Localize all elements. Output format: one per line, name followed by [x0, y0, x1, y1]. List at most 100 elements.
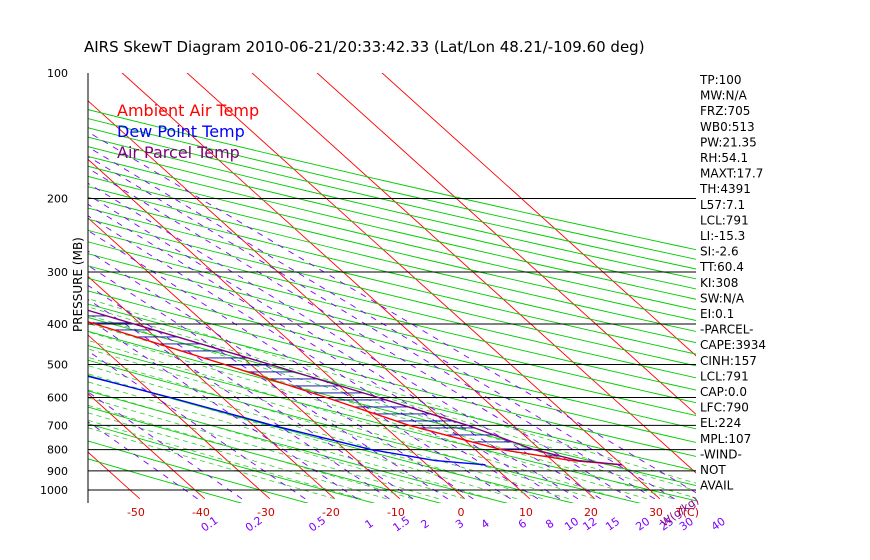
pressure-tick-label: 700 — [47, 419, 68, 432]
mixing-ratio-line — [88, 215, 539, 500]
stat-entry: NOT — [700, 463, 726, 477]
legend-entry: Ambient Air Temp — [117, 101, 259, 120]
stat-entry: EL:224 — [700, 416, 741, 430]
bottom-temp-tick-label: 10 — [519, 506, 533, 519]
isotherm-line — [186, 73, 661, 500]
legend-entry: Air Parcel Temp — [117, 143, 240, 162]
dry-adiabat-line — [88, 218, 696, 367]
dry-adiabat-line — [88, 196, 696, 344]
series-line-dew-point-temp — [88, 375, 486, 466]
stat-entry: MAXT:17.7 — [700, 167, 763, 181]
dry-adiabat-line — [88, 127, 696, 270]
isotherm-line — [316, 73, 696, 415]
dry-adiabat-line — [88, 406, 442, 503]
dry-adiabat-line — [88, 155, 696, 300]
isotherm-line — [88, 392, 206, 500]
moist-adiabat-line — [88, 306, 696, 491]
stat-entry: TT:60.4 — [699, 260, 744, 274]
stat-entry: MW:N/A — [700, 89, 748, 103]
stat-entry: -PARCEL- — [700, 323, 754, 337]
dry-adiabat-line — [88, 229, 696, 379]
mixing-ratio-tick-label: 40 — [709, 515, 728, 534]
moist-adiabat-line — [88, 323, 673, 500]
stat-entry: EI:0.1 — [700, 307, 734, 321]
isotherm-line — [381, 73, 696, 357]
isotherm-line — [251, 73, 696, 474]
mixing-ratio-line — [88, 167, 632, 500]
mixing-ratio-line — [88, 264, 448, 500]
moist-adiabat-line — [88, 389, 465, 500]
stat-entry: LCL:791 — [700, 213, 749, 227]
bottom-temp-tick-label: 30 — [649, 506, 663, 519]
isotherm-line — [88, 100, 531, 500]
pressure-tick-label: 600 — [47, 391, 68, 404]
stat-entry: PW:21.35 — [700, 135, 757, 149]
stat-entry: MPL:107 — [700, 432, 751, 446]
legend: Ambient Air Temp Dew Point Temp Air Parcel… — [117, 101, 259, 162]
bottom-temp-tick-labels: -50 -40 -30 -20 -10 0 10 20 30 — [127, 506, 663, 519]
isotherm-line — [121, 73, 596, 500]
mixing-ratio-tick-label: 15 — [603, 515, 622, 534]
mixing-ratio-tick-label: 6 — [516, 517, 529, 532]
stat-entry: FRZ:705 — [700, 104, 750, 118]
isotherm-line — [88, 158, 466, 500]
mixing-ratio-tick-label: 10 — [562, 515, 581, 534]
mixing-ratio-tick-label: 1 — [363, 517, 376, 532]
pressure-tick-label: 1000 — [40, 484, 68, 497]
bottom-temp-tick-label: -10 — [387, 506, 405, 519]
mixing-ratio-line — [88, 203, 560, 500]
dry-adiabat-line — [88, 146, 696, 290]
mixing-ratio-tick-label: 2 — [419, 517, 432, 532]
stat-entry: CAP:0.0 — [700, 385, 747, 399]
stat-entry: SW:N/A — [700, 291, 745, 305]
bottom-temp-tick-label: -50 — [127, 506, 145, 519]
mixing-ratio-tick-label: 3 — [453, 517, 466, 532]
dry-adiabat-line — [88, 440, 309, 503]
pressure-tick-label: 200 — [47, 193, 68, 206]
stat-entry: SI:-2.6 — [700, 245, 739, 259]
bottom-temp-tick-label: 0 — [457, 506, 464, 519]
dry-adiabat-line — [88, 175, 696, 321]
mixing-ratio-tick-label: 4 — [479, 517, 492, 532]
mixing-ratio-line — [88, 230, 511, 500]
stat-entry: LI:-15.3 — [700, 229, 745, 243]
bottom-temp-tick-label: -20 — [322, 506, 340, 519]
stat-entry: KI:308 — [700, 276, 738, 290]
stat-entry: AVAIL — [700, 479, 734, 493]
mixing-ratio-line — [88, 146, 675, 500]
isotherm-line — [88, 451, 141, 500]
stat-entry: L57:7.1 — [700, 198, 745, 212]
isotherm-line — [0, 54, 10, 499]
pressure-tick-label: 300 — [47, 266, 68, 279]
mixing-ratio-line — [88, 131, 696, 494]
dry-adiabat-line — [88, 165, 696, 311]
moist-adiabat-line — [88, 373, 517, 500]
dry-adiabat-line — [88, 458, 243, 503]
dry-adiabat-line — [88, 345, 696, 502]
mixing-ratio-tick-label: 8 — [543, 517, 556, 532]
moist-adiabat-line — [88, 314, 696, 499]
stat-entry: TP:100 — [699, 73, 742, 87]
mixing-ratio-line — [88, 194, 579, 500]
pressure-tick-label: 800 — [47, 444, 68, 457]
pressure-tick-label: 500 — [47, 358, 68, 371]
pressure-tick-label: 900 — [47, 465, 68, 478]
pressure-tick-labels: 100 200 300 400 500 600 700 800 900 1000 — [40, 67, 68, 497]
y-axis-label: PRESSURE (MB) — [71, 237, 85, 332]
pressure-tick-label: 400 — [47, 318, 68, 331]
moist-adiabat-line — [88, 356, 569, 500]
dry-adiabat-line — [88, 241, 696, 391]
bottom-temp-tick-label: -30 — [257, 506, 275, 519]
profile-lines — [88, 309, 623, 466]
chart-title: AIRS SkewT Diagram 2010-06-21/20:33:42.3… — [84, 38, 645, 56]
grid-lines — [0, 54, 696, 503]
dry-adiabat-line — [88, 118, 696, 260]
stat-entry: WB0:513 — [700, 120, 755, 134]
bottom-temp-tick-label: -40 — [192, 506, 210, 519]
stat-entry: LFC:790 — [700, 401, 749, 415]
pressure-tick-label: 100 — [47, 67, 68, 80]
mixing-ratio-line — [88, 350, 306, 500]
stat-entry: TH:4391 — [699, 182, 751, 196]
